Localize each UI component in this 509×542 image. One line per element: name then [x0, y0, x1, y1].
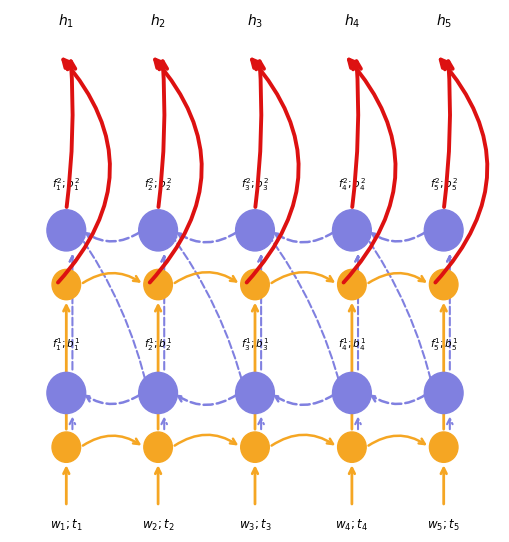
Text: $w_2;t_2$: $w_2;t_2$ [142, 518, 174, 533]
Circle shape [337, 269, 365, 300]
Circle shape [144, 432, 172, 462]
Circle shape [235, 210, 274, 251]
Text: $w_1;t_1$: $w_1;t_1$ [50, 518, 82, 533]
Text: $f^1_2;b^1_2$: $f^1_2;b^1_2$ [144, 336, 172, 352]
Circle shape [332, 210, 371, 251]
Text: $f^1_5;b^1_5$: $f^1_5;b^1_5$ [429, 336, 457, 352]
Text: $f^2_3;b^2_3$: $f^2_3;b^2_3$ [240, 176, 269, 192]
Text: $f^2_2;b^2_2$: $f^2_2;b^2_2$ [144, 176, 172, 192]
Circle shape [423, 210, 462, 251]
Text: $w_3;t_3$: $w_3;t_3$ [238, 518, 271, 533]
Text: $h_3$: $h_3$ [246, 12, 263, 30]
Text: $h_5$: $h_5$ [435, 12, 451, 30]
Circle shape [138, 210, 177, 251]
Circle shape [240, 269, 269, 300]
Text: $f^2_4;b^2_4$: $f^2_4;b^2_4$ [337, 176, 365, 192]
Text: $f^1_4;b^1_4$: $f^1_4;b^1_4$ [337, 336, 365, 352]
Circle shape [429, 269, 457, 300]
Circle shape [240, 432, 269, 462]
Circle shape [138, 372, 177, 414]
Text: $w_4;t_4$: $w_4;t_4$ [335, 518, 367, 533]
Text: $h_2$: $h_2$ [150, 12, 166, 30]
Text: $f^2_5;b^2_5$: $f^2_5;b^2_5$ [429, 176, 457, 192]
Circle shape [144, 269, 172, 300]
Circle shape [332, 372, 371, 414]
Text: $w_5;t_5$: $w_5;t_5$ [427, 518, 459, 533]
Circle shape [52, 432, 80, 462]
Circle shape [47, 372, 86, 414]
Text: $f^1_3;b^1_3$: $f^1_3;b^1_3$ [240, 336, 269, 352]
Circle shape [47, 210, 86, 251]
Circle shape [337, 432, 365, 462]
Text: $h_4$: $h_4$ [343, 12, 359, 30]
Text: $h_1$: $h_1$ [58, 12, 74, 30]
Circle shape [423, 372, 462, 414]
Circle shape [235, 372, 274, 414]
Text: $f^2_1;b^2_1$: $f^2_1;b^2_1$ [52, 176, 80, 192]
Circle shape [429, 432, 457, 462]
Text: $f^1_1;b^1_1$: $f^1_1;b^1_1$ [52, 336, 80, 352]
Circle shape [52, 269, 80, 300]
